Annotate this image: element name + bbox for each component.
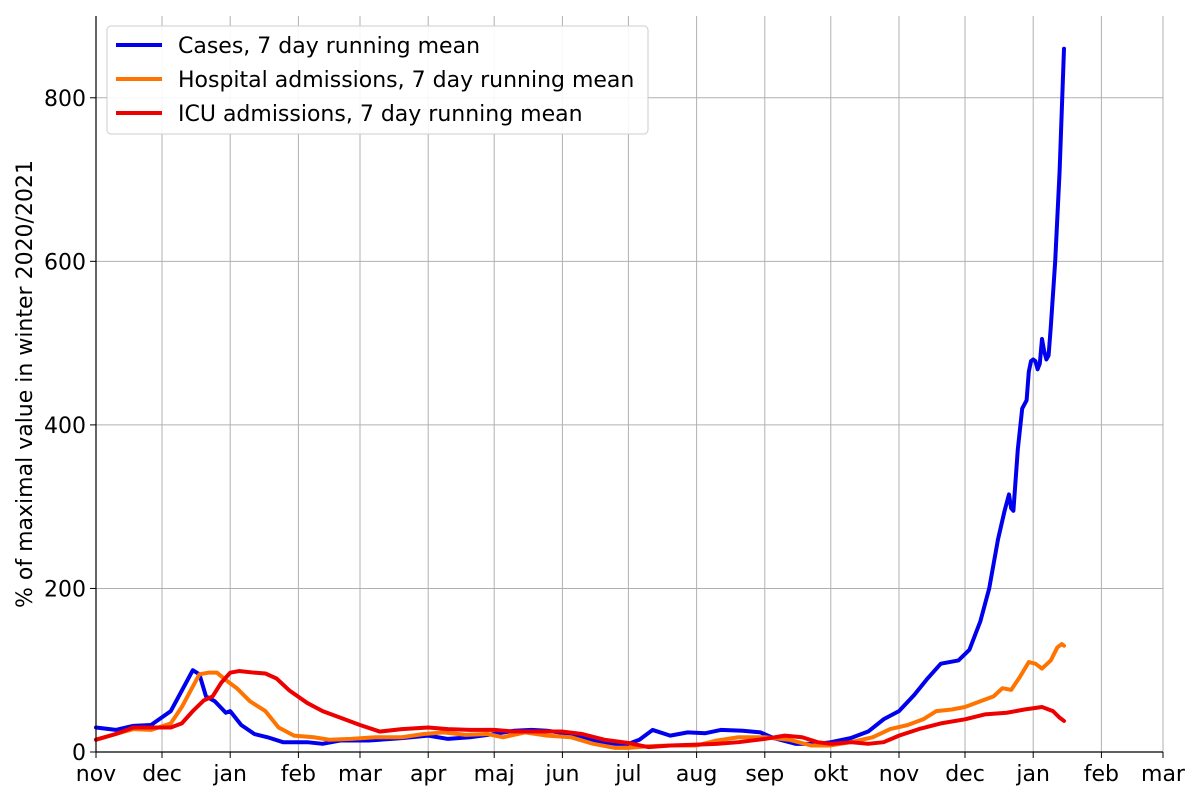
legend-label-0: Cases, 7 day running mean — [178, 34, 480, 59]
x-tick-label-aug: aug — [676, 762, 717, 787]
x-tick-label-jul: jul — [614, 762, 641, 787]
legend: Cases, 7 day running mean Hospital admiss… — [106, 25, 649, 135]
x-tick-label-mar: mar — [1141, 762, 1186, 787]
x-tick-label-sep: sep — [745, 762, 784, 787]
x-tick-label-dec: dec — [945, 762, 985, 787]
series-line-0 — [94, 46, 1066, 746]
x-tick-label-maj: maj — [474, 762, 515, 787]
x-tick-label-jan: jan — [1015, 762, 1050, 787]
x-tick-label-okt: okt — [813, 762, 848, 787]
series-line-2 — [94, 669, 1066, 750]
tick-labels: nov dec jan feb mar apr maj jun jul aug sep okt nov d… — [44, 87, 1186, 787]
x-tick-label-dec: dec — [142, 762, 182, 787]
y-axis-title: % of maximal value in winter 2020/2021 — [13, 160, 38, 608]
x-tick-label-mar: mar — [338, 762, 383, 787]
x-tick-label-apr: apr — [410, 762, 447, 787]
legend-box — [106, 25, 649, 135]
legend-label-2: ICU admissions, 7 day running mean — [178, 102, 583, 127]
y-tick-label-0: 0 — [72, 741, 86, 766]
y-tick-label-600: 600 — [44, 250, 86, 275]
series-lines — [94, 46, 1066, 750]
x-tick-label-jan: jan — [212, 762, 247, 787]
x-tick-label-nov: nov — [76, 762, 116, 787]
legend-label-1: Hospital admissions, 7 day running mean — [178, 68, 634, 93]
y-tick-label-400: 400 — [44, 414, 86, 439]
x-tick-label-nov: nov — [879, 762, 919, 787]
y-tick-label-200: 200 — [44, 577, 86, 602]
y-tick-label-800: 800 — [44, 87, 86, 112]
axes — [90, 16, 1164, 758]
x-tick-label-feb: feb — [281, 762, 316, 787]
x-tick-label-feb: feb — [1084, 762, 1119, 787]
x-tick-label-jun: jun — [544, 762, 579, 787]
